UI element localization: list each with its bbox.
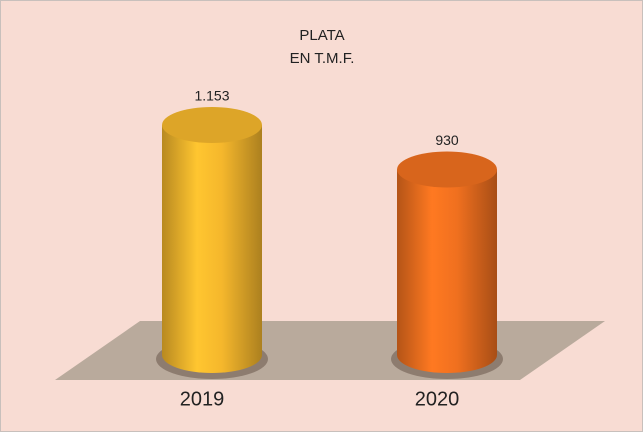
chart-title: PLATA	[299, 27, 344, 44]
bar-top	[397, 151, 497, 188]
chart-subtitle: EN T.M.F.	[290, 50, 355, 67]
value-label: 1.153	[194, 88, 229, 104]
value-label: 930	[435, 132, 459, 148]
bar	[162, 125, 262, 373]
bar	[397, 169, 497, 373]
x-tick-label: 2020	[415, 388, 460, 410]
floor	[55, 321, 605, 380]
bar-top	[162, 107, 262, 143]
x-tick-label: 2019	[180, 388, 225, 410]
